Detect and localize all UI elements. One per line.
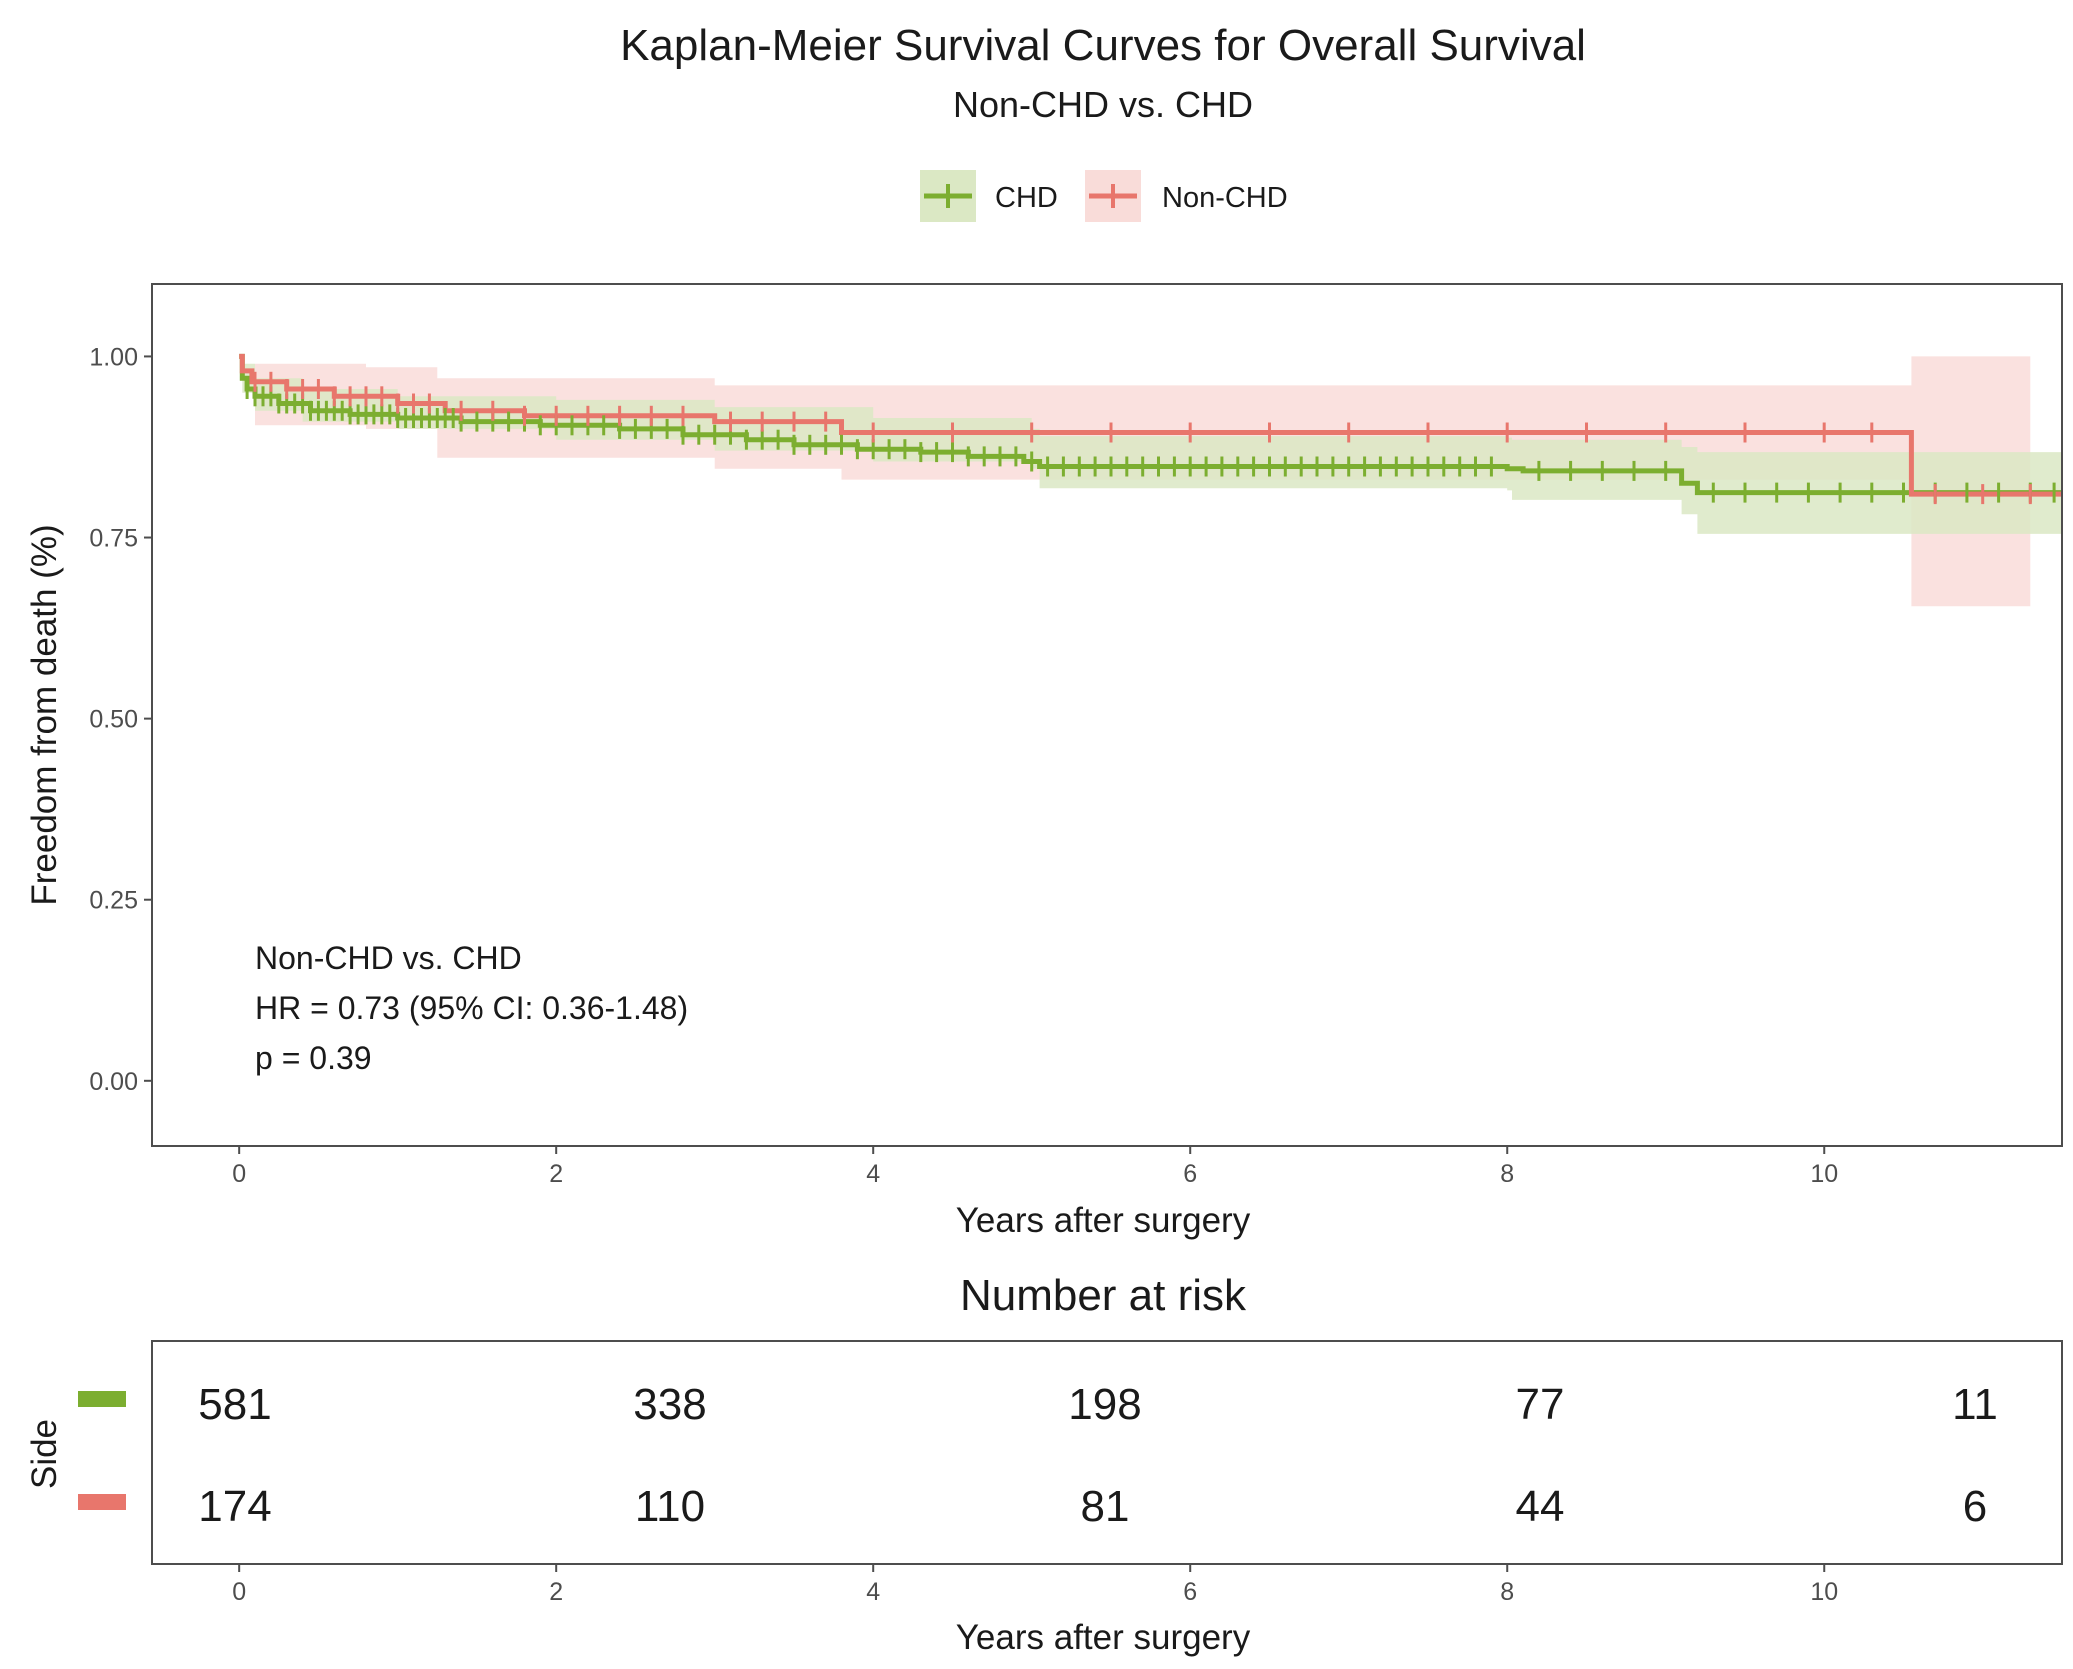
- y-tick-label: 1.00: [89, 343, 138, 371]
- risk-row-key-chd: [78, 1391, 126, 1407]
- risk-table: 581 338 198 77 11 174 110 81 44 6 0 2 4 6 8 10: [78, 1340, 2063, 1606]
- plot-frame: [151, 283, 2063, 1147]
- x-tick-label: 6: [1183, 1160, 1197, 1188]
- y-axis: 0.00 0.25 0.50 0.75 1.00: [89, 343, 152, 1096]
- risk-table-frame: [151, 1340, 2063, 1565]
- risk-y-axis-title: Side: [25, 1419, 64, 1489]
- x-tick-label: 4: [866, 1160, 880, 1188]
- survival-plot-panel: 0.00 0.25 0.50 0.75 1.00 0 2 4 6 8 10: [89, 283, 2063, 1188]
- x-tick-label: 2: [549, 1160, 563, 1188]
- risk-value-non-chd: 174: [198, 1482, 271, 1531]
- annotation-hazard-ratio: HR = 0.73 (95% CI: 0.36-1.48): [255, 990, 688, 1026]
- y-tick-label: 0.25: [89, 887, 138, 915]
- x-tick-label: 0: [232, 1160, 246, 1188]
- risk-x-tick-label: 4: [866, 1578, 880, 1606]
- legend-label-non-chd: Non-CHD: [1162, 182, 1288, 214]
- risk-value-chd: 77: [1516, 1380, 1565, 1429]
- x-tick-label: 10: [1810, 1160, 1838, 1188]
- risk-values: 581 338 198 77 11 174 110 81 44 6: [198, 1380, 1998, 1531]
- risk-value-non-chd: 6: [1963, 1482, 1987, 1531]
- risk-value-chd: 338: [633, 1380, 706, 1429]
- chart-title: Kaplan-Meier Survival Curves for Overall…: [620, 21, 1586, 70]
- risk-value-chd: 11: [1952, 1380, 1998, 1429]
- risk-row-key-non-chd: [78, 1494, 126, 1510]
- x-axis-title: Years after surgery: [956, 1201, 1251, 1240]
- annotation-comparison: Non-CHD vs. CHD: [255, 940, 522, 976]
- ci-band-chd: [239, 356, 2063, 534]
- legend-item-chd: CHD: [920, 170, 1058, 222]
- legend-item-non-chd: Non-CHD: [1085, 170, 1288, 222]
- chart-subtitle: Non-CHD vs. CHD: [953, 84, 1253, 125]
- risk-value-non-chd: 44: [1516, 1482, 1565, 1531]
- risk-value-non-chd: 110: [635, 1482, 705, 1531]
- confidence-bands: [239, 356, 2063, 607]
- y-tick-label: 0.75: [89, 525, 138, 553]
- legend-label-chd: CHD: [995, 182, 1058, 214]
- x-tick-label: 8: [1500, 1160, 1514, 1188]
- risk-table-title: Number at risk: [960, 1271, 1247, 1320]
- risk-x-tick-label: 2: [549, 1578, 563, 1606]
- censor-marks: [245, 371, 2056, 505]
- risk-x-axis-title: Years after surgery: [956, 1618, 1251, 1657]
- risk-x-tick-label: 0: [232, 1578, 246, 1606]
- risk-x-tick-label: 6: [1183, 1578, 1197, 1606]
- risk-x-tick-label: 10: [1810, 1578, 1838, 1606]
- y-tick-label: 0.00: [89, 1068, 138, 1096]
- y-axis-title: Freedom from death (%): [25, 524, 64, 905]
- annotation-p-value: p = 0.39: [255, 1040, 372, 1076]
- y-tick-label: 0.50: [89, 706, 138, 734]
- x-axis: 0 2 4 6 8 10: [232, 1146, 1838, 1188]
- risk-value-non-chd: 81: [1081, 1482, 1130, 1531]
- legend: CHD Non-CHD: [920, 170, 1288, 222]
- risk-x-tick-label: 8: [1500, 1578, 1514, 1606]
- risk-value-chd: 198: [1068, 1380, 1141, 1429]
- risk-x-axis: 0 2 4 6 8 10: [232, 1564, 1838, 1606]
- risk-value-chd: 581: [198, 1380, 271, 1429]
- survival-curve-non-chd: [239, 353, 2062, 497]
